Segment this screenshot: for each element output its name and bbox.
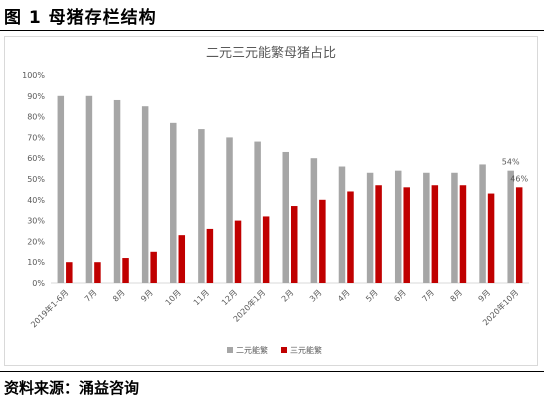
legend-swatch [281, 347, 287, 353]
x-tick-label: 2019年1-6月 [28, 287, 70, 329]
legend-label: 二元能繁 [236, 345, 268, 355]
y-tick-label: 20% [27, 237, 45, 246]
bar-erlian [310, 158, 318, 283]
bar-erlian [366, 172, 374, 283]
bar-sanyuan [262, 216, 270, 283]
y-tick-label: 30% [27, 217, 45, 226]
bar-erlian [507, 170, 514, 283]
bar-erlian [394, 170, 402, 283]
x-tick-label: 8月 [111, 288, 127, 304]
x-tick-label: 9月 [477, 288, 493, 304]
y-tick-label: 0% [32, 279, 45, 288]
y-tick-label: 90% [27, 92, 45, 101]
x-tick-label: 5月 [364, 288, 380, 304]
bar-sanyuan [150, 251, 157, 283]
y-tick-label: 80% [27, 113, 45, 122]
y-tick-label: 100% [22, 71, 45, 80]
data-label: 46% [510, 174, 528, 183]
bar-sanyuan [431, 185, 439, 283]
bar-erlian [282, 151, 289, 283]
bar-erlian [479, 164, 486, 283]
bar-chart: 二元三元能繁母猪占比 0% 10% 20% 30% 40% 50% 60% 70% 80% 90%… [22, 45, 529, 355]
x-tick-label: 7月 [83, 288, 99, 304]
x-tick-label: 9月 [139, 288, 155, 304]
bar-erlian [254, 141, 261, 283]
bar-erlian [85, 95, 93, 283]
bar-sanyuan [459, 185, 467, 283]
bar-erlian [170, 122, 177, 283]
bar-sanyuan [375, 185, 382, 283]
top-rule [0, 30, 544, 31]
x-tick-label: 8月 [448, 288, 464, 304]
legend-swatch [227, 347, 233, 353]
bar-sanyuan [234, 220, 242, 283]
bar-sanyuan [122, 258, 129, 283]
x-tick-label: 6月 [392, 288, 408, 304]
y-tick-label: 60% [27, 154, 45, 163]
figure-title: 图 1 母猪存栏结构 [4, 8, 157, 28]
bar-sanyuan [66, 262, 73, 283]
y-tick-label: 50% [27, 175, 45, 184]
x-tick-label: 2月 [280, 288, 296, 304]
bar-erlian [423, 172, 430, 283]
bar-erlian [451, 172, 458, 283]
bar-erlian [198, 129, 205, 283]
bar-sanyuan [94, 262, 101, 283]
bar-sanyuan [319, 199, 326, 283]
bar-erlian [57, 95, 65, 283]
x-tick-label: 11月 [192, 288, 211, 307]
bar-erlian [226, 137, 233, 283]
source-note: 资料来源：涌益咨询 [4, 379, 140, 397]
bar-sanyuan [206, 228, 214, 283]
bar-sanyuan [291, 206, 298, 283]
y-tick-label: 10% [27, 258, 45, 267]
legend-label: 三元能繁 [290, 345, 322, 355]
bar-sanyuan [403, 187, 410, 283]
x-tick-label: 7月 [420, 288, 436, 304]
bar-sanyuan [515, 187, 523, 283]
x-tick-label: 4月 [336, 288, 352, 304]
chart-area: 二元三元能繁母猪占比 0% 10% 20% 30% 40% 50% 60% 70% 80% 90%… [4, 36, 538, 366]
bar-erlian [338, 166, 346, 283]
y-tick-label: 70% [27, 133, 45, 142]
x-tick-label: 3月 [308, 288, 324, 304]
x-tick-label: 10月 [164, 288, 183, 307]
bar-sanyuan [347, 191, 354, 283]
y-tick-label: 40% [27, 196, 45, 205]
bar-sanyuan [487, 193, 495, 283]
bar-sanyuan [178, 235, 186, 283]
bar-erlian [113, 99, 121, 284]
data-label: 54% [502, 158, 520, 167]
bottom-rule [0, 371, 544, 372]
x-tick-label: 12月 [220, 288, 239, 307]
bar-erlian [141, 106, 149, 283]
chart-title: 二元三元能繁母猪占比 [206, 45, 336, 61]
